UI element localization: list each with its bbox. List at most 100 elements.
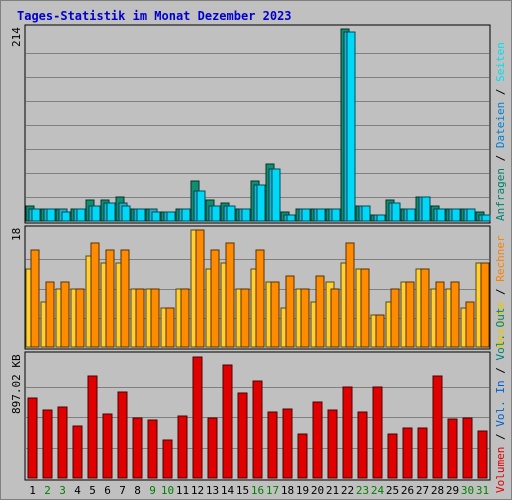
day-label-25: 25 (386, 484, 399, 497)
volume-bar-volumen-day-28 (432, 375, 443, 479)
day-label-29: 29 (446, 484, 459, 497)
visits-bar-rechner-day-30 (465, 301, 475, 348)
day-label-31: 31 (476, 484, 489, 497)
hits-bar-seiten-day-27 (421, 196, 431, 222)
visits-bar-rechner-day-12 (195, 229, 205, 348)
hits-bar-seiten-day-7 (121, 205, 131, 222)
visits-bar-rechner-day-7 (120, 249, 130, 348)
hits-bar-seiten-day-1 (31, 208, 41, 222)
visits-bar-rechner-day-9 (150, 288, 160, 348)
visits-bar-rechner-day-14 (225, 242, 235, 348)
day-label-2: 2 (44, 484, 51, 497)
hits-bar-seiten-day-21 (331, 208, 341, 222)
day-label-26: 26 (401, 484, 414, 497)
volume-bar-volumen-day-21 (327, 409, 338, 479)
visits-bar-rechner-day-10 (165, 307, 175, 348)
volume-bar-volumen-day-12 (192, 356, 203, 479)
visits-bar-rechner-day-26 (405, 281, 415, 348)
volume-bar-volumen-day-17 (267, 411, 278, 479)
volume-bar-volumen-day-13 (207, 417, 218, 479)
volume-bar-volumen-day-20 (312, 401, 323, 479)
volume-bar-volumen-day-8 (132, 417, 143, 479)
visits-bar-rechner-day-25 (390, 288, 400, 348)
day-label-30: 30 (461, 484, 474, 497)
hits-bar-seiten-day-18 (286, 214, 296, 222)
day-label-3: 3 (59, 484, 66, 497)
hits-bar-seiten-day-29 (451, 208, 461, 222)
volume-bar-volumen-day-24 (372, 386, 383, 479)
day-label-22: 22 (341, 484, 354, 497)
visits-bar-rechner-day-24 (375, 314, 385, 348)
volume-bar-volumen-day-10 (162, 439, 173, 479)
volume-bar-volumen-day-4 (72, 425, 83, 479)
day-label-17: 17 (266, 484, 279, 497)
hits-bar-seiten-day-26 (406, 208, 416, 222)
hits-bar-seiten-day-19 (301, 208, 311, 222)
visits-bar-rechner-day-5 (90, 242, 100, 348)
visits-bar-rechner-day-23 (360, 268, 370, 348)
volume-bar-volumen-day-6 (102, 413, 113, 479)
visits-bar-rechner-day-1 (30, 249, 40, 348)
hits-bar-seiten-day-15 (241, 208, 251, 222)
volume-bar-volumen-day-26 (402, 427, 413, 479)
volume-bar-volumen-day-11 (177, 415, 188, 479)
hits-bar-seiten-day-23 (361, 205, 371, 222)
hits-bar-seiten-day-9 (151, 211, 161, 222)
day-label-27: 27 (416, 484, 429, 497)
visits-bar-rechner-day-13 (210, 249, 220, 348)
hits-bar-seiten-day-11 (181, 208, 191, 222)
volume-bar-volumen-day-27 (417, 427, 428, 479)
volume-bar-volumen-day-22 (342, 386, 353, 479)
hits-bar-seiten-day-17 (271, 168, 281, 222)
visits-bar-rechner-day-18 (285, 275, 295, 348)
volume-bar-volumen-day-19 (297, 433, 308, 479)
hits-bar-seiten-day-20 (316, 208, 326, 222)
day-label-18: 18 (281, 484, 294, 497)
hits-bar-seiten-day-12 (196, 190, 206, 222)
day-label-15: 15 (236, 484, 249, 497)
day-label-16: 16 (251, 484, 264, 497)
day-label-23: 23 (356, 484, 369, 497)
day-label-12: 12 (191, 484, 204, 497)
volume-bar-volumen-day-1 (27, 397, 38, 479)
hits-bar-seiten-day-10 (166, 211, 176, 222)
visits-bar-rechner-day-15 (240, 288, 250, 348)
volume-bar-volumen-day-18 (282, 408, 293, 479)
day-label-13: 13 (206, 484, 219, 497)
visits-bar-rechner-day-29 (450, 281, 460, 348)
volume-bar-volumen-day-31 (477, 430, 488, 479)
hits-bar-seiten-day-6 (106, 202, 116, 222)
day-label-5: 5 (89, 484, 96, 497)
hits-bar-seiten-day-2 (46, 208, 56, 222)
volume-bar-volumen-day-15 (237, 392, 248, 479)
hits-bar-seiten-day-13 (211, 205, 221, 222)
visits-bar-rechner-day-20 (315, 275, 325, 348)
day-label-10: 10 (161, 484, 174, 497)
day-label-7: 7 (119, 484, 126, 497)
day-label-14: 14 (221, 484, 235, 497)
day-label-24: 24 (371, 484, 385, 497)
day-label-6: 6 (104, 484, 111, 497)
hits-bar-seiten-day-24 (376, 214, 386, 222)
volume-bar-volumen-day-14 (222, 364, 233, 479)
visits-bar-rechner-day-3 (60, 281, 70, 348)
visits-bar-rechner-day-11 (180, 288, 190, 348)
hits-bar-seiten-day-14 (226, 205, 236, 222)
visits-bar-rechner-day-17 (270, 281, 280, 348)
visits-bar-rechner-day-6 (105, 249, 115, 348)
day-label-11: 11 (176, 484, 189, 497)
day-label-1: 1 (29, 484, 36, 497)
visits-bar-rechner-day-4 (75, 288, 85, 348)
hits-bar-seiten-day-4 (76, 208, 86, 222)
visits-bar-rechner-day-31 (480, 262, 490, 348)
volume-bar-volumen-day-3 (57, 406, 68, 479)
volume-bar-volumen-day-23 (357, 411, 368, 479)
hits-bar-seiten-day-22 (346, 31, 356, 222)
visits-bar-rechner-day-2 (45, 281, 55, 348)
visits-bar-rechner-day-21 (330, 288, 340, 348)
visits-bar-rechner-day-16 (255, 249, 265, 348)
hits-bar-seiten-day-16 (256, 184, 266, 222)
hits-bar-seiten-day-28 (436, 208, 446, 222)
